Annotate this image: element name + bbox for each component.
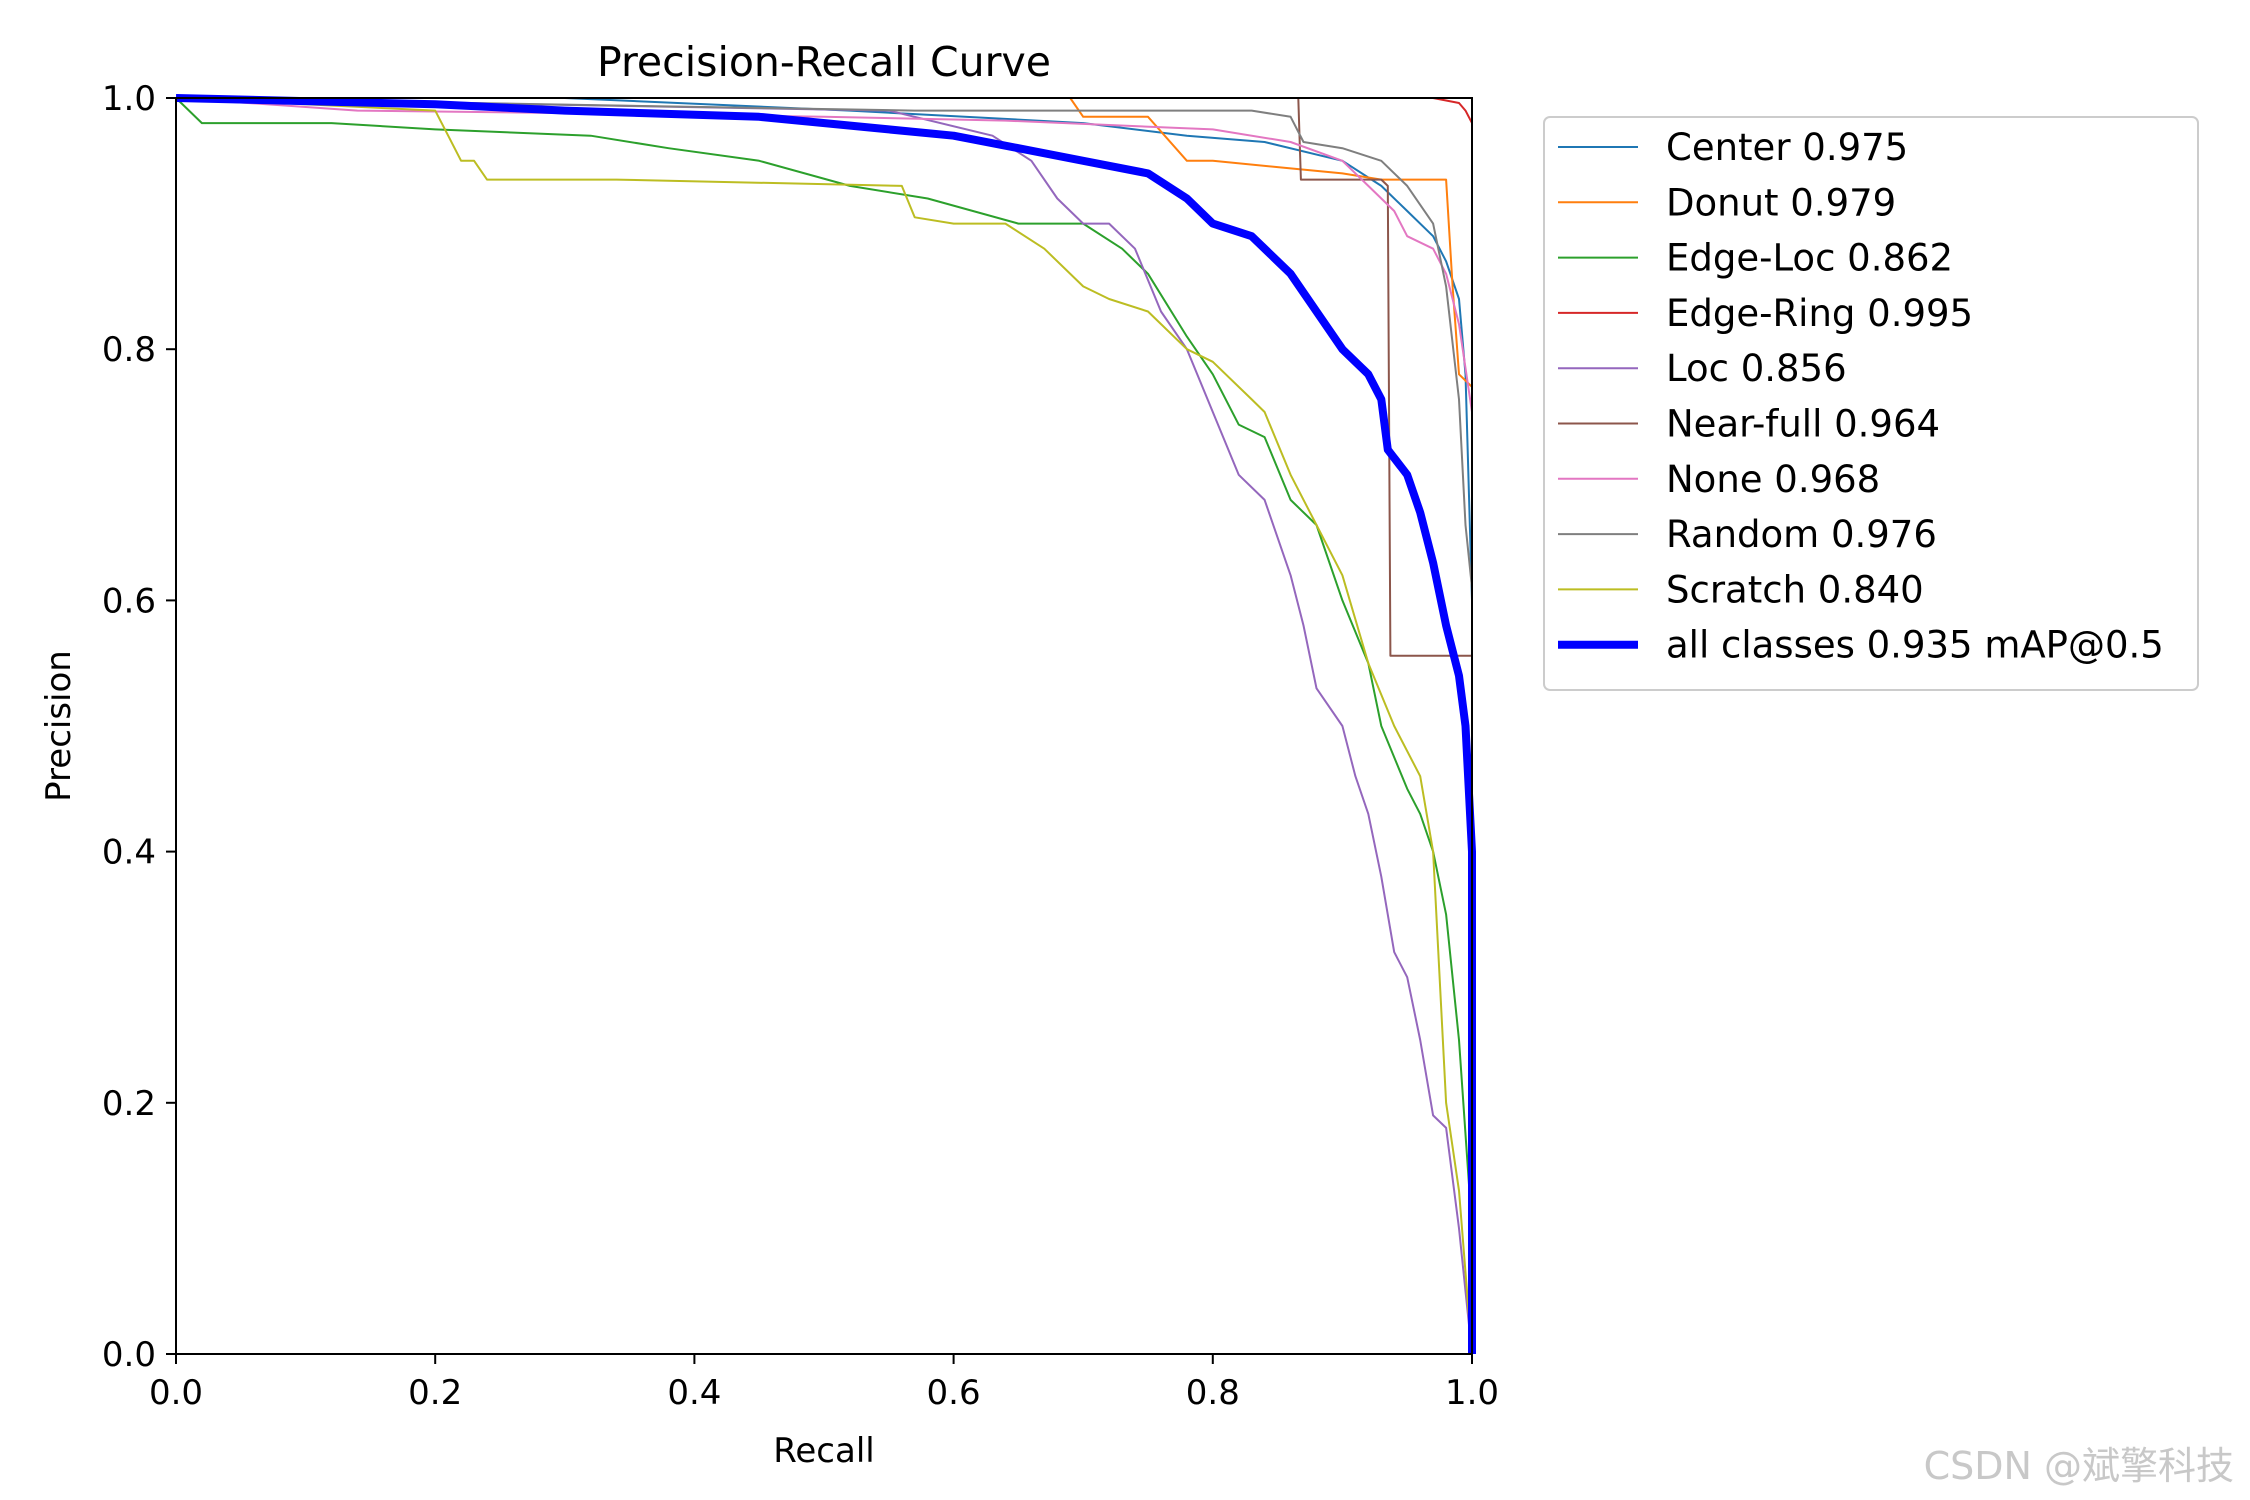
x-tick-label: 0.2 — [408, 1373, 462, 1413]
watermark: CSDN @斌擎科技 — [1923, 1444, 2234, 1488]
x-tick-label: 0.8 — [1186, 1373, 1240, 1413]
legend-entry-label: Edge-Loc 0.862 — [1666, 237, 1953, 280]
legend-entry-label: None 0.968 — [1666, 458, 1880, 501]
series-line-near-full — [176, 97, 1473, 1354]
x-axis-ticks: 0.0 0.2 0.4 0.6 0.8 1.0 — [149, 1354, 1499, 1413]
series-line-loc — [175, 97, 1473, 1355]
x-axis-label: Recall — [773, 1431, 874, 1471]
plot-lines — [175, 94, 1476, 1355]
legend-entry-label: Random 0.976 — [1666, 513, 1937, 556]
y-tick-label: 0.4 — [102, 833, 156, 873]
series-line-none — [175, 97, 1473, 1354]
x-tick-label: 0.6 — [927, 1373, 981, 1413]
legend-entry-label: Edge-Ring 0.995 — [1666, 292, 1973, 335]
legend-entry-label: Donut 0.979 — [1666, 181, 1896, 224]
y-tick-label: 0.0 — [102, 1335, 156, 1375]
series-line-donut — [176, 97, 1473, 1354]
series-line-random — [175, 97, 1473, 1354]
series-line-scratch — [175, 97, 1473, 1355]
legend: Center 0.975 Donut 0.979 Edge-Loc 0.862 Edg… — [1543, 116, 2199, 691]
y-tick-label: 0.6 — [102, 581, 156, 621]
x-tick-label: 0.0 — [149, 1373, 203, 1413]
legend-box — [1543, 116, 2199, 691]
y-axis-label: Precision — [39, 650, 79, 802]
legend-entry-label: Loc 0.856 — [1666, 347, 1847, 390]
series-line-edge-ring — [176, 97, 1473, 1354]
y-tick-label: 0.8 — [102, 330, 156, 370]
legend-entry-label: Scratch 0.840 — [1666, 568, 1924, 611]
y-tick-label: 0.2 — [102, 1084, 156, 1124]
x-tick-label: 0.4 — [667, 1373, 721, 1413]
plot-area-frame — [175, 97, 1473, 1355]
legend-entry-label: Center 0.975 — [1666, 126, 1908, 169]
y-tick-label: 1.0 — [102, 79, 156, 119]
series-line-edge-loc — [175, 97, 1473, 1354]
y-axis-ticks: 0.0 0.2 0.4 0.6 0.8 1.0 — [102, 79, 176, 1375]
series-line-all-classes — [175, 94, 1476, 1354]
series-line-center — [176, 97, 1473, 1354]
legend-entry-label: all classes 0.935 mAP@0.5 — [1666, 624, 2164, 667]
chart-title: Precision-Recall Curve — [597, 38, 1051, 86]
legend-entry-label: Near-full 0.964 — [1666, 403, 1940, 446]
x-tick-label: 1.0 — [1445, 1373, 1499, 1413]
